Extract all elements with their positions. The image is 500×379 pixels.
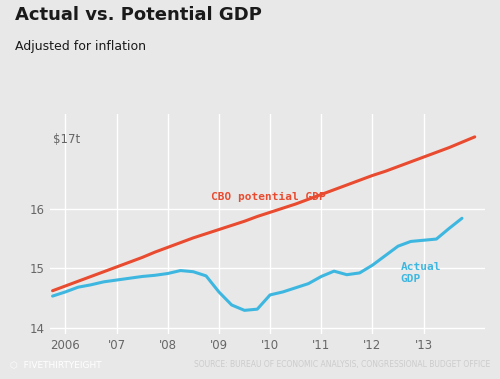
Text: $17t: $17t	[52, 133, 80, 146]
Text: Actual
GDP: Actual GDP	[400, 262, 441, 284]
Text: Actual vs. Potential GDP: Actual vs. Potential GDP	[15, 6, 262, 23]
Text: Adjusted for inflation: Adjusted for inflation	[15, 40, 146, 53]
Text: ⬡  FIVETHIRTYEIGHT: ⬡ FIVETHIRTYEIGHT	[10, 360, 102, 369]
Text: CBO potential GDP: CBO potential GDP	[211, 192, 326, 202]
Text: SOURCE: BUREAU OF ECONOMIC ANALYSIS, CONGRESSIONAL BUDGET OFFICE: SOURCE: BUREAU OF ECONOMIC ANALYSIS, CON…	[194, 360, 490, 369]
